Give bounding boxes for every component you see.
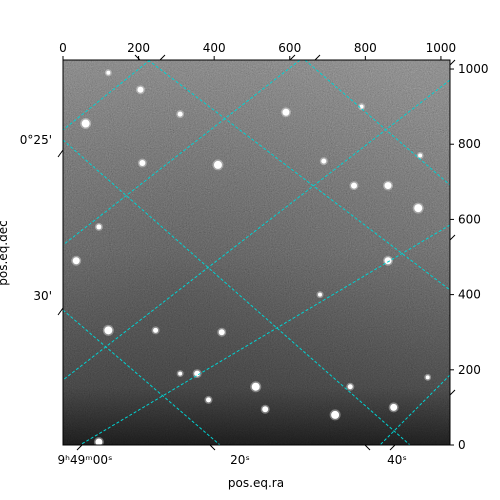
grid-line [63,60,151,131]
coordinate-grid [63,60,450,445]
right-tick-label: 800 [458,137,481,151]
star [282,108,290,116]
plot-frame [62,59,451,446]
frame-tick [314,54,321,61]
star-sources [71,69,432,445]
star [331,410,340,419]
top-tick-label: 800 [354,41,377,55]
sky-image [63,60,450,445]
star [178,371,183,376]
frame-tick [389,444,396,451]
star [317,292,322,297]
grid-line [79,224,450,445]
ra-tick-label: 20ˢ [230,453,250,467]
star [206,397,212,403]
frame-tick [57,307,64,316]
star [414,204,423,213]
star [96,224,102,230]
star [384,182,392,190]
right-tick-label: 200 [458,363,481,377]
ra-tick-label: 9ʰ49ᵐ00ˢ [58,453,113,467]
star [177,111,183,117]
star [95,438,103,445]
dec-tick-label: 0°25' [20,133,52,147]
star [81,119,90,128]
star [139,160,146,167]
grid-line [63,139,411,445]
frame-tick [449,234,456,241]
star [390,403,398,411]
frame-tick [449,59,456,66]
frame-tick [76,444,83,451]
frame-tick [289,54,296,61]
right-tick-label: 600 [458,212,481,226]
star [418,153,423,158]
star [384,257,392,265]
grid-line [379,374,450,445]
grid-line [304,60,450,186]
star [106,70,111,75]
star [194,370,201,377]
star [251,382,260,391]
star [262,406,269,413]
axes: 0 200 400 600 800 1000 0 200 400 600 800 1000 9ʰ49ᵐ0… [20,41,489,467]
star [347,384,353,390]
frame-tick [159,54,166,61]
top-tick-label: 1000 [426,41,457,55]
star [137,86,144,93]
dec-tick-label: 30' [33,289,52,303]
star [425,375,430,380]
ra-tick-label: 40ˢ [387,453,407,467]
grid-line [63,79,450,381]
top-tick-label: 0 [59,41,67,55]
star [351,182,358,189]
frame-tick [57,149,64,158]
star [213,160,222,169]
top-tick-label: 400 [203,41,226,55]
grid-line [63,309,221,445]
frame-tick [449,389,456,396]
star [321,158,327,164]
top-tick-label: 600 [278,41,301,55]
star [218,329,225,336]
frame-tick [364,444,371,451]
star [104,326,113,335]
x-axis-label: pos.eq.ra [228,476,284,490]
y-axis-label: pos.eq.dec [0,220,10,285]
frame-tick [209,444,216,451]
top-tick-label: 200 [127,41,150,55]
grid-line [63,60,301,246]
star [359,104,364,109]
frame-tick [134,54,141,61]
star [153,327,159,333]
right-tick-label: 1000 [458,62,489,76]
star [72,257,80,265]
right-tick-label: 400 [458,288,481,302]
right-tick-label: 0 [458,438,466,452]
grid-line [147,60,450,291]
